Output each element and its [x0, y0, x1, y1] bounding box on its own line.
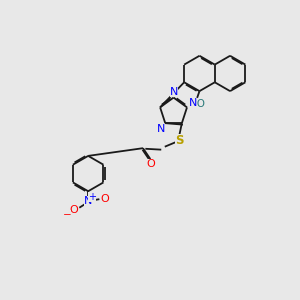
Text: N: N	[189, 98, 197, 108]
Text: N: N	[84, 196, 92, 206]
Text: +: +	[88, 191, 96, 202]
Text: O: O	[101, 194, 110, 204]
Text: O: O	[69, 205, 78, 215]
Text: N: N	[170, 87, 178, 97]
Text: S: S	[175, 134, 183, 147]
Text: −: −	[63, 210, 71, 220]
Text: O: O	[147, 159, 155, 170]
Text: N: N	[157, 124, 165, 134]
Text: HO: HO	[188, 99, 205, 110]
